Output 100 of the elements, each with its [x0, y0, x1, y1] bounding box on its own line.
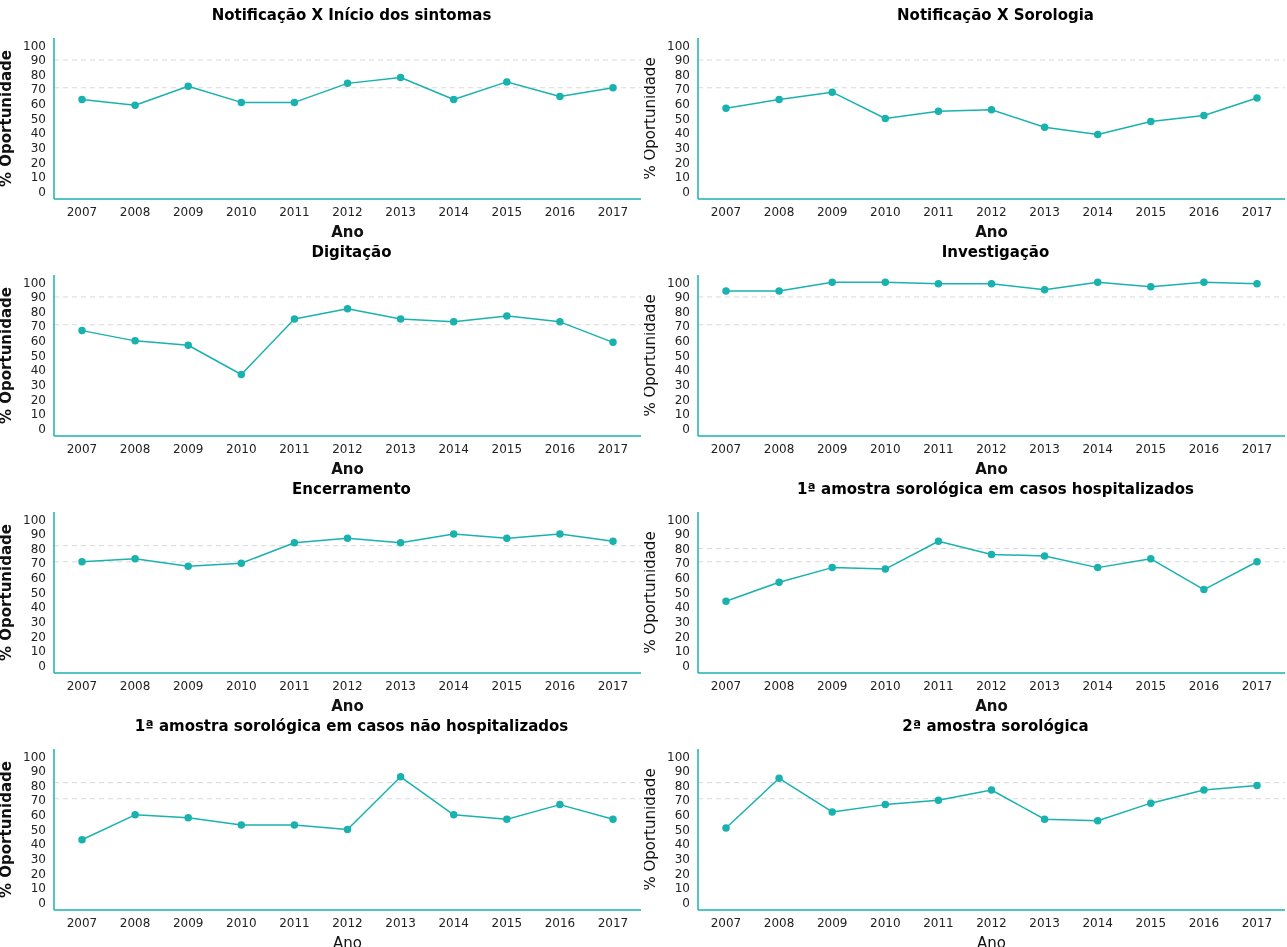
y-tick-label: 50	[30, 585, 46, 600]
y-tick-label: 70	[30, 82, 46, 97]
point	[775, 578, 783, 586]
x-axis-title: Ano	[331, 460, 364, 478]
x-tick-label: 2017	[597, 915, 629, 930]
point	[131, 101, 139, 110]
point	[1253, 558, 1261, 566]
y-tick-label: 30	[674, 615, 690, 630]
x-tick-label: 2007	[710, 204, 742, 219]
x-axis-title: Ano	[975, 223, 1008, 241]
y-tick-label: 80	[30, 541, 46, 556]
x-tick-label: 2016	[1188, 915, 1220, 930]
x-tick-label: 2007	[710, 678, 742, 693]
x-tick-label: 2012	[976, 915, 1007, 930]
x-tick-label: 2007	[66, 204, 98, 219]
y-tick-label: 80	[30, 778, 46, 793]
y-tick-label: 50	[30, 348, 46, 363]
point	[449, 318, 458, 326]
x-tick-label: 2014	[438, 678, 469, 693]
point	[934, 537, 943, 546]
point	[556, 318, 564, 326]
y-tick-label: 40	[30, 363, 46, 378]
point	[556, 92, 564, 101]
y-tick-label: 90	[674, 527, 690, 542]
chart-title: 2ª amostra sorológica	[902, 717, 1089, 735]
x-tick-label: 2013	[1029, 204, 1060, 219]
point	[828, 88, 836, 96]
y-tick-label: 30	[674, 141, 690, 156]
point	[343, 79, 352, 88]
point	[396, 315, 405, 323]
x-tick-label: 2016	[1188, 441, 1220, 456]
y-tick-label: 10	[30, 407, 46, 422]
point	[396, 73, 405, 82]
x-tick-label: 2012	[332, 915, 363, 930]
chart-title: Investigação	[941, 243, 1050, 261]
x-tick-label: 2013	[1029, 678, 1060, 693]
x-tick-label: 2013	[385, 441, 416, 456]
point	[290, 98, 299, 107]
x-tick-label: 2008	[119, 915, 151, 930]
x-tick-label: 2007	[710, 915, 742, 930]
x-tick-label: 2013	[385, 915, 416, 930]
y-tick-label: 70	[30, 319, 46, 334]
x-axis-title: Ano	[975, 697, 1008, 715]
x-tick-label: 2014	[1082, 678, 1113, 693]
y-tick-label: 0	[682, 184, 690, 199]
point	[449, 95, 458, 104]
point	[609, 84, 617, 92]
point	[609, 338, 617, 347]
y-tick-label: 60	[674, 808, 690, 823]
point	[396, 773, 405, 781]
point	[934, 107, 943, 115]
y-tick-label: 10	[674, 170, 690, 185]
y-tick-label: 90	[674, 290, 690, 305]
y-tick-label: 20	[30, 392, 46, 407]
y-tick-label: 100	[667, 512, 690, 527]
x-tick-label: 2009	[816, 915, 848, 930]
y-tick-label: 30	[674, 378, 690, 393]
y-tick-label: 80	[30, 67, 46, 82]
y-tick-label: 60	[674, 334, 690, 349]
point	[290, 315, 299, 323]
point	[828, 808, 836, 816]
y-tick-label: 10	[30, 881, 46, 896]
y-tick-label: 0	[682, 421, 690, 436]
point	[828, 563, 836, 572]
point	[184, 562, 192, 570]
point	[881, 565, 890, 573]
point	[881, 114, 890, 123]
x-tick-label: 2013	[1029, 441, 1060, 456]
chart-title: 1ª amostra sorológica em casos não hospitalizados	[134, 717, 569, 735]
x-axis-title: Ano	[331, 697, 364, 715]
x-tick-label: 2015	[491, 204, 523, 219]
y-tick-label: 10	[30, 170, 46, 185]
x-tick-label: 2016	[1188, 204, 1220, 219]
x-tick-label: 2013	[385, 204, 416, 219]
x-tick-label: 2009	[172, 441, 204, 456]
y-tick-label: 30	[30, 852, 46, 867]
y-tick-label: 70	[674, 556, 690, 571]
x-tick-label: 2015	[1135, 204, 1167, 219]
x-tick-label: 2015	[491, 441, 523, 456]
point	[722, 824, 730, 832]
x-tick-label: 2011	[279, 204, 310, 219]
x-tick-label: 2009	[172, 678, 204, 693]
y-tick-label: 50	[30, 822, 46, 837]
y-tick-label: 0	[38, 658, 46, 673]
x-tick-label: 2016	[544, 915, 576, 930]
y-tick-label: 90	[30, 764, 46, 779]
point	[556, 800, 564, 809]
y-tick-label: 40	[30, 600, 46, 615]
x-tick-label: 2016	[544, 204, 576, 219]
y-tick-label: 0	[682, 895, 690, 910]
x-tick-label: 2012	[976, 441, 1007, 456]
point	[184, 341, 192, 349]
y-tick-label: 20	[674, 392, 690, 407]
y-tick-label: 20	[30, 629, 46, 644]
y-tick-label: 40	[30, 126, 46, 141]
x-tick-label: 2010	[226, 915, 257, 930]
y-tick-label: 60	[674, 571, 690, 586]
point	[343, 534, 352, 543]
y-tick-label: 50	[674, 111, 690, 126]
y-tick-label: 60	[30, 808, 46, 823]
